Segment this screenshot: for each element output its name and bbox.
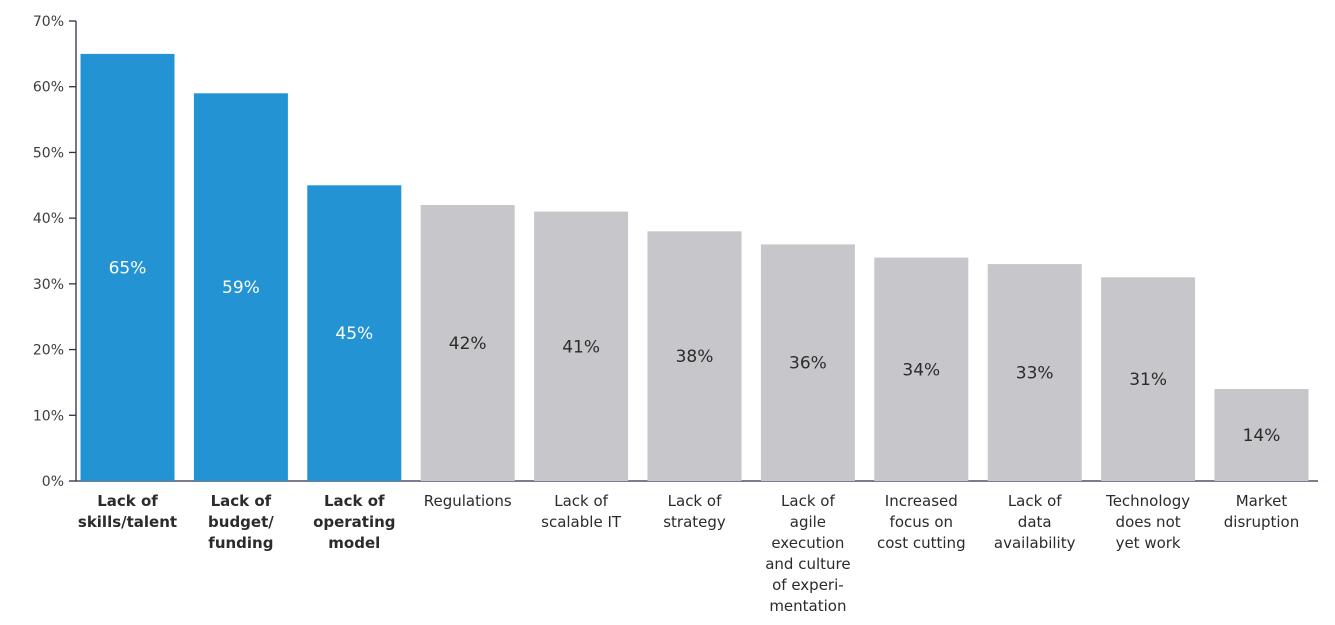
category-label: Lack of operating model: [313, 492, 395, 552]
bar: [1101, 277, 1196, 481]
y-tick-label: 0%: [42, 474, 64, 490]
category-label-line: scalable IT: [541, 513, 622, 531]
category-label: Lack of scalable IT: [541, 492, 622, 531]
category-label-line: availability: [994, 534, 1076, 552]
bar: [1214, 389, 1309, 481]
category-label-line: Lack of: [1008, 492, 1062, 510]
bar: [647, 231, 742, 481]
category-label-line: agile: [790, 513, 826, 531]
bar: [874, 257, 969, 481]
bar: [534, 211, 629, 481]
category-label-line: disruption: [1224, 513, 1299, 531]
category-label-line: Lack of: [554, 492, 608, 510]
category-label-line: model: [328, 534, 380, 552]
bar-value-label: 45%: [335, 324, 373, 344]
category-label-line: funding: [208, 534, 273, 552]
y-tick-label: 60%: [33, 80, 64, 96]
category-label-line: skills/talent: [78, 513, 177, 531]
category-label-line: mentation: [769, 597, 846, 615]
bars: 65% 59% 45% 42% 41% 38% 36% 34% 33% 31% 14%: [80, 53, 1309, 482]
y-tick-label: 40%: [33, 211, 64, 227]
bar: [760, 244, 855, 481]
bar-value-label: 41%: [562, 337, 600, 357]
category-label-line: Lack of: [324, 492, 385, 510]
category-label-line: budget/: [208, 513, 274, 531]
category-label-line: Lack of: [97, 492, 158, 510]
category-label: Lack of budget/funding: [208, 492, 274, 552]
bar: [193, 93, 288, 482]
x-axis-labels: Lack of skills/talent Lack of budget/fundin…: [78, 492, 1299, 615]
bar-value-label: 33%: [1016, 364, 1054, 384]
category-label: Lack of strategy: [663, 492, 726, 531]
bar-value-label: 38%: [676, 347, 714, 367]
category-label-line: focus on: [890, 513, 953, 531]
category-label: Lack of agile execution and culture of exper…: [765, 492, 850, 615]
bar-value-label: 34%: [902, 360, 940, 380]
bar-value-label: 14%: [1243, 426, 1281, 446]
category-label: Technology does not yet work: [1105, 492, 1190, 552]
category-label-line: and culture: [765, 555, 850, 573]
category-label: Lack of data availability: [994, 492, 1076, 552]
category-label-line: strategy: [663, 513, 726, 531]
category-label-line: cost cutting: [877, 534, 966, 552]
category-label-line: does not: [1116, 513, 1181, 531]
category-label-line: Regulations: [424, 492, 512, 510]
category-label-line: execution: [771, 534, 844, 552]
category-label: Market disruption: [1224, 492, 1299, 531]
y-tick-label: 30%: [33, 277, 64, 293]
bar-value-label: 31%: [1129, 370, 1167, 390]
bar: [420, 205, 515, 481]
category-label: Increased focus on cost cutting: [877, 492, 966, 552]
bar: [80, 53, 175, 482]
category-label-line: Lack of: [668, 492, 722, 510]
category-label-line: of experi-: [772, 576, 844, 594]
y-tick-label: 70%: [33, 14, 64, 30]
bar-value-label: 42%: [449, 334, 487, 354]
category-label-line: yet work: [1116, 534, 1181, 552]
bar: [307, 185, 402, 482]
category-label-line: Increased: [885, 492, 958, 510]
bar-value-label: 59%: [222, 278, 260, 298]
bar-value-label: 36%: [789, 354, 827, 374]
category-label-line: data: [1018, 513, 1052, 531]
bar: [987, 264, 1082, 481]
category-label-line: operating: [313, 513, 395, 531]
category-label-line: Lack of: [211, 492, 272, 510]
y-tick-label: 50%: [33, 145, 64, 161]
category-label-line: Technology: [1105, 492, 1190, 510]
bar-value-label: 65%: [109, 258, 147, 278]
y-tick-label: 10%: [33, 408, 64, 424]
category-label-line: Market: [1236, 492, 1288, 510]
y-tick-label: 20%: [33, 343, 64, 359]
category-label: Lack of skills/talent: [78, 492, 177, 531]
category-label: Regulations: [424, 492, 512, 510]
category-label-line: Lack of: [781, 492, 835, 510]
